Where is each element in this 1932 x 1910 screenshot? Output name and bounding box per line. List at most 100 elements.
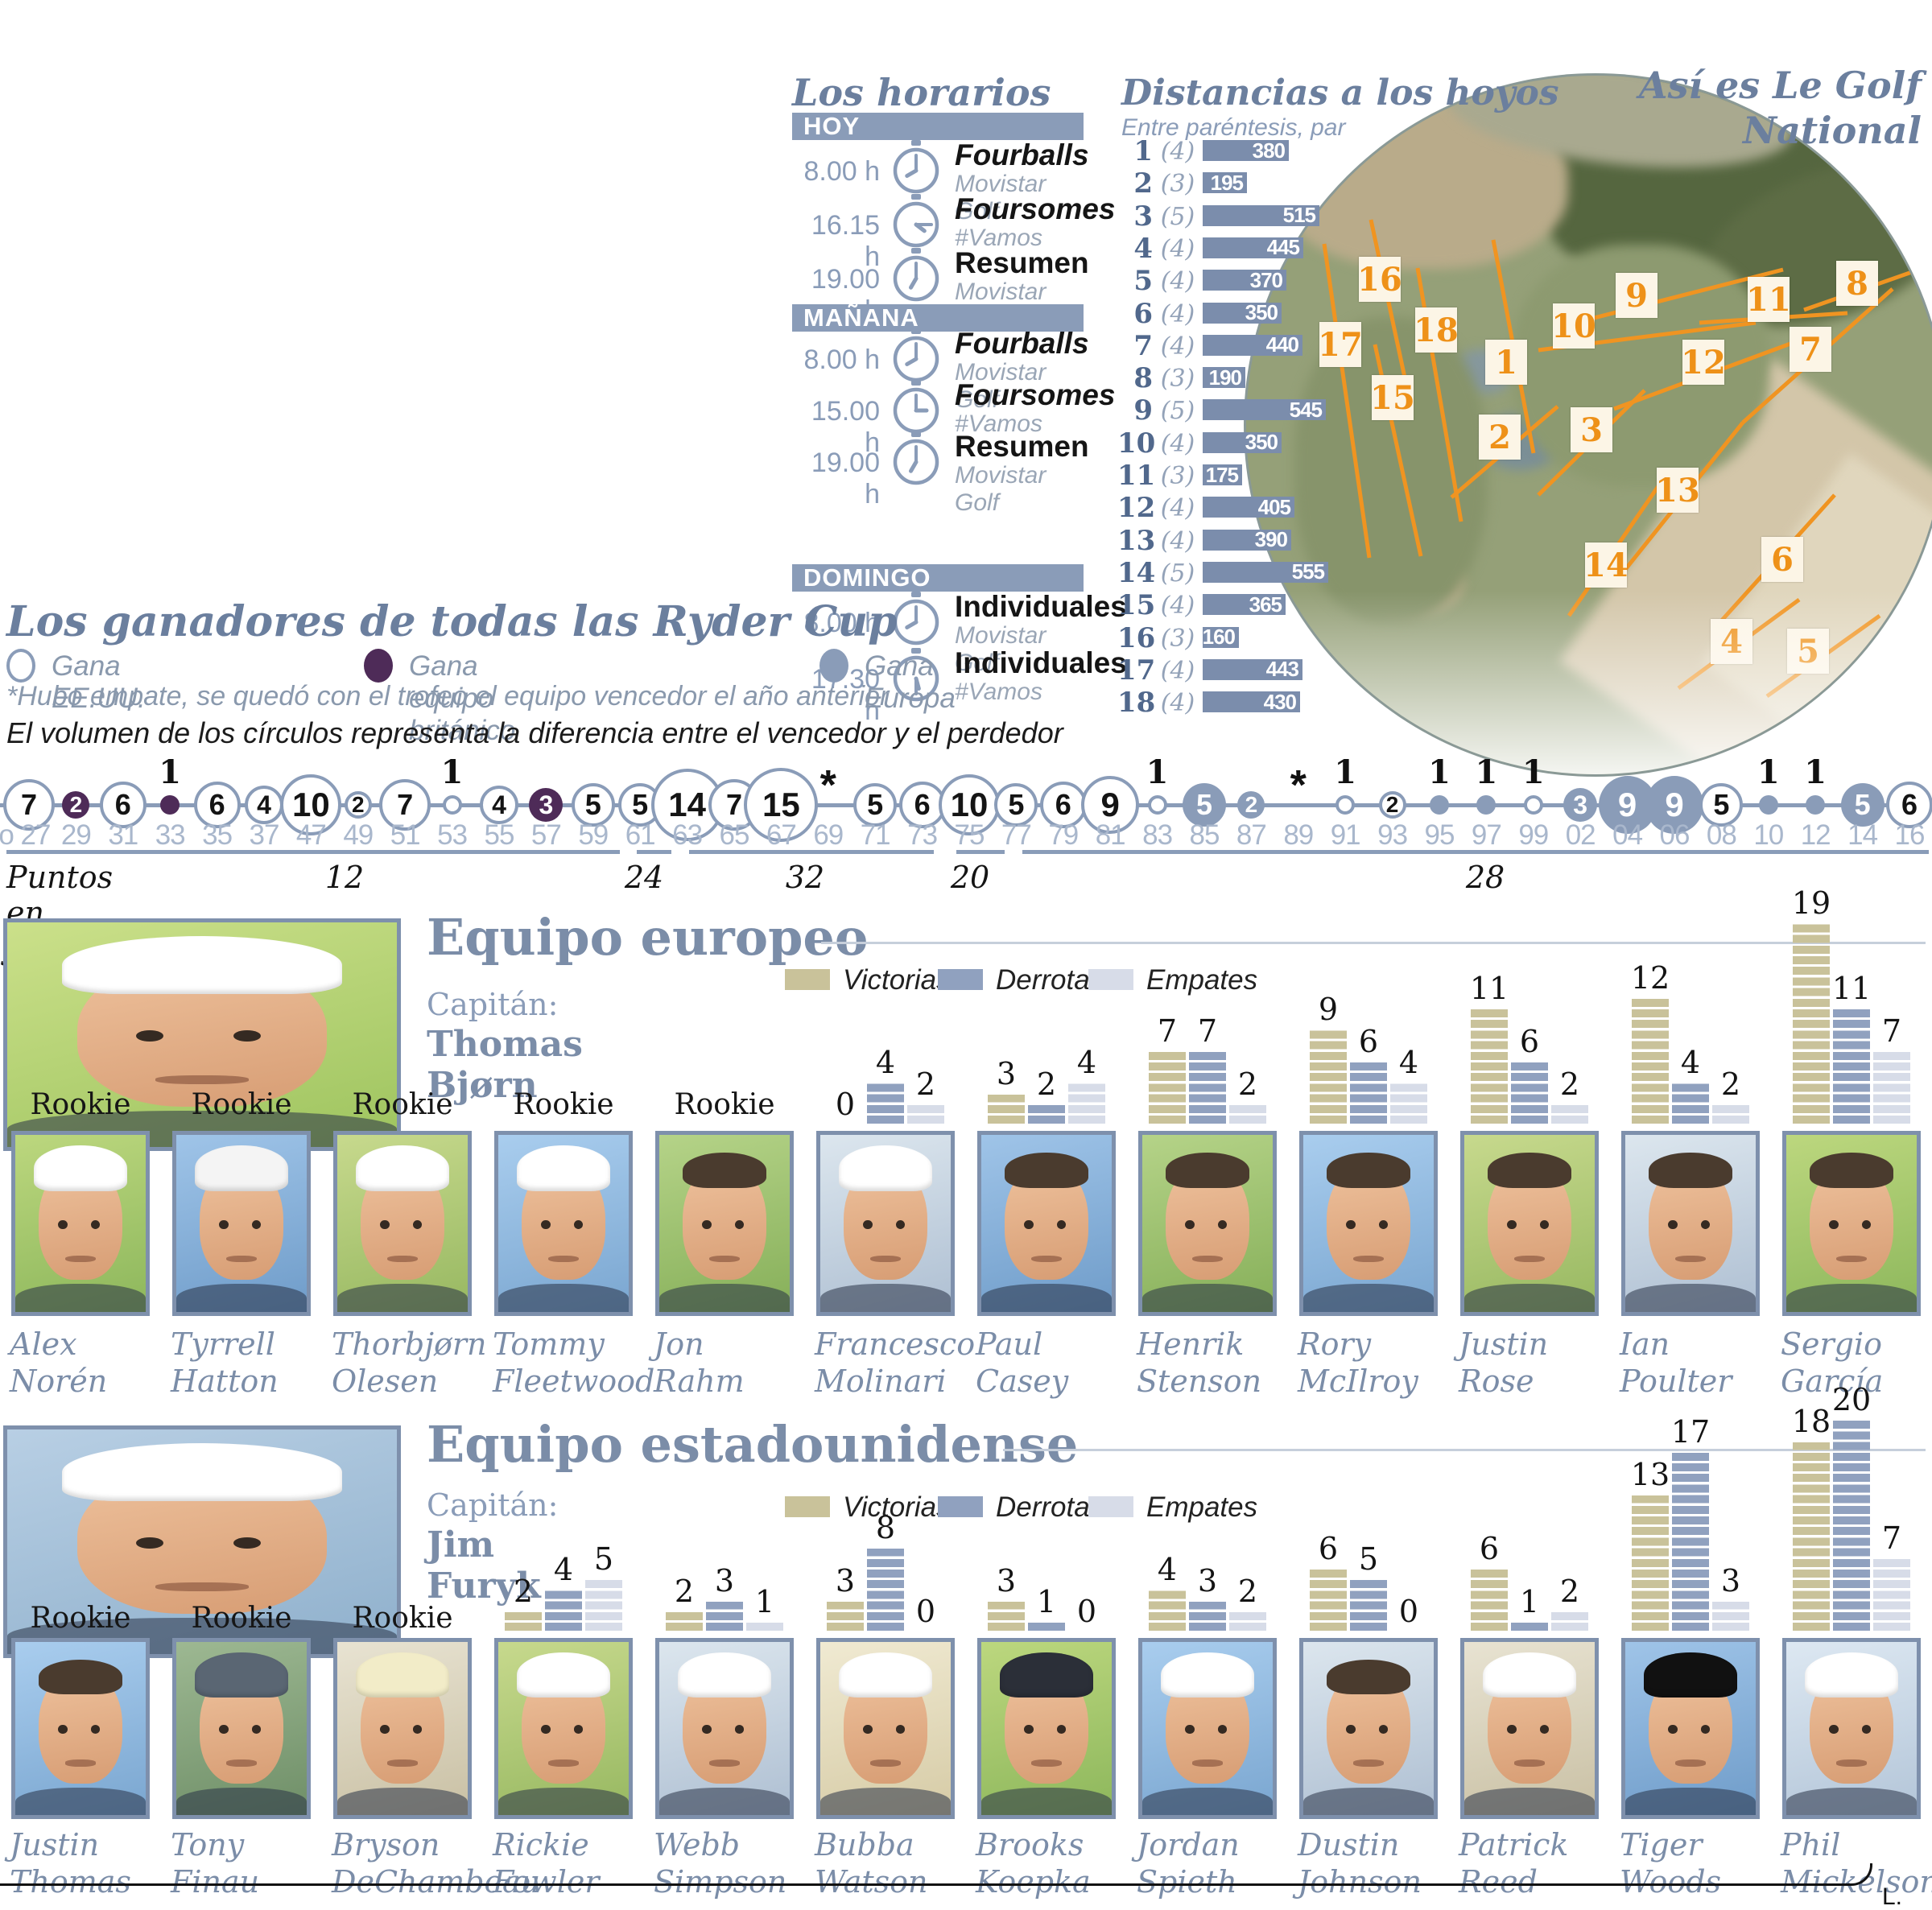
player-last-name: Reed xyxy=(1459,1864,1538,1900)
photo-mouth xyxy=(64,1759,97,1767)
hole-tag-9: 9 xyxy=(1616,273,1657,318)
stat-bar xyxy=(1793,1442,1830,1631)
stat-value: 4 xyxy=(1157,1552,1178,1588)
player-first-name: Tony xyxy=(171,1827,245,1863)
hole-par: (5) xyxy=(1160,202,1195,231)
player-photo xyxy=(977,1131,1116,1316)
map-fade xyxy=(1246,591,1932,774)
photo-shoulders xyxy=(820,1283,951,1312)
hole-number: 1 xyxy=(1133,135,1153,167)
year-label: 14 xyxy=(1847,819,1878,851)
stat-bar xyxy=(1310,1570,1347,1631)
stat-value: 3 xyxy=(1720,1562,1741,1599)
player-last-name: Johnson xyxy=(1298,1864,1422,1900)
points-value: 12 xyxy=(324,860,365,895)
player-photo xyxy=(977,1638,1116,1819)
hole-number: 12 xyxy=(1117,492,1156,525)
photo-mouth xyxy=(1352,1759,1385,1767)
hole-par: (4) xyxy=(1160,526,1195,555)
photo-mouth xyxy=(1191,1255,1224,1263)
year-label: 29 xyxy=(60,819,92,851)
stat-value: 2 xyxy=(1559,1066,1580,1102)
winner-circle-14: 5 xyxy=(1840,783,1885,827)
hole-number: 10 xyxy=(1117,427,1156,460)
year-label: 65 xyxy=(719,819,750,851)
stat-value: 1 xyxy=(754,1584,775,1619)
hole-tag-3: 3 xyxy=(1571,407,1612,452)
photo-eye xyxy=(1861,1219,1872,1229)
year-label: 81 xyxy=(1095,819,1126,851)
stat-value: 5 xyxy=(1358,1541,1379,1578)
stat-bar xyxy=(1672,1083,1709,1124)
hole-par: (3) xyxy=(1160,365,1195,394)
photo-eye xyxy=(734,1725,745,1734)
hole-number: 4 xyxy=(1133,232,1153,265)
player-last-name: Poulter xyxy=(1620,1363,1732,1399)
year-label: 49 xyxy=(343,819,374,851)
photo-shoulders xyxy=(176,1283,307,1312)
hole-distance-bar: 430 xyxy=(1203,690,1300,714)
stat-bar xyxy=(1793,924,1830,1124)
points-value: 28 xyxy=(1465,860,1505,895)
stat-value: 3 xyxy=(714,1562,735,1599)
stat-bar xyxy=(1229,1611,1266,1631)
slot-channel: Movistar Golf xyxy=(955,359,1046,413)
team-title: Equipo europeo xyxy=(427,908,869,967)
photo-eye xyxy=(1507,1219,1517,1229)
photo-shoulders xyxy=(498,1787,629,1815)
stat-value: 6 xyxy=(1318,1531,1339,1566)
photo-shoulders xyxy=(981,1283,1112,1312)
photo-cap xyxy=(355,1145,450,1192)
stat-value: 18 xyxy=(1791,1403,1831,1439)
photo-eye xyxy=(895,1725,906,1734)
photo-eye xyxy=(233,1537,261,1549)
hole-number: 13 xyxy=(1117,524,1156,557)
legend-swatch xyxy=(938,1496,983,1517)
rookie-label: Rookie xyxy=(513,1088,614,1121)
stat-bar xyxy=(1511,1062,1548,1124)
hole-par: (4) xyxy=(1160,267,1195,296)
hole-tag-6: 6 xyxy=(1761,537,1803,582)
captain-photo xyxy=(3,1425,401,1658)
photo-eye xyxy=(412,1219,423,1229)
photo-hair xyxy=(39,1659,122,1694)
points-segment xyxy=(1022,850,1929,854)
clock-icon xyxy=(890,646,942,703)
hole-tag-13: 13 xyxy=(1655,468,1700,513)
photo-shoulders xyxy=(176,1787,307,1815)
year-label: 75 xyxy=(954,819,985,851)
photo-cap xyxy=(1804,1652,1899,1698)
photo-eye xyxy=(219,1725,229,1734)
stat-bar xyxy=(1229,1104,1266,1124)
tie-asterisk: * xyxy=(819,762,836,809)
ryder-note: *Hubo empate, se quedó con el trofeo el … xyxy=(6,681,890,712)
photo-eye xyxy=(1378,1219,1389,1229)
photo-mouth xyxy=(386,1255,419,1263)
legend-us-icon xyxy=(6,649,35,683)
photo-shoulders xyxy=(1786,1787,1917,1815)
clock-icon xyxy=(890,430,942,486)
winner-circle-85: 5 xyxy=(1183,783,1226,827)
stat-value: 4 xyxy=(1680,1045,1701,1081)
photo-eye xyxy=(702,1219,712,1229)
rookie-label: Rookie xyxy=(30,1602,131,1635)
captain-label: Capitán: xyxy=(427,1487,559,1523)
player-photo xyxy=(1138,1131,1277,1316)
stat-bar xyxy=(988,1601,1025,1631)
year-label: 10 xyxy=(1753,819,1784,851)
stat-value: 5 xyxy=(593,1541,614,1578)
hole-par: (4) xyxy=(1160,138,1195,166)
winner-circle-55: 4 xyxy=(480,786,518,824)
photo-mouth xyxy=(386,1759,419,1767)
photo-eye xyxy=(58,1219,68,1229)
photo-eye xyxy=(1185,1219,1195,1229)
day-header: MAÑANA xyxy=(792,304,1084,332)
slot-event: Individuales xyxy=(955,590,1127,623)
stat-value: 7 xyxy=(1881,1013,1902,1049)
year-label: 31 xyxy=(108,819,138,851)
player-photo xyxy=(172,1638,311,1819)
player-last-name: Spieth xyxy=(1137,1864,1237,1900)
stat-bar xyxy=(988,1094,1025,1124)
player-first-name: Bryson xyxy=(332,1827,440,1863)
player-last-name: Woods xyxy=(1620,1864,1722,1900)
